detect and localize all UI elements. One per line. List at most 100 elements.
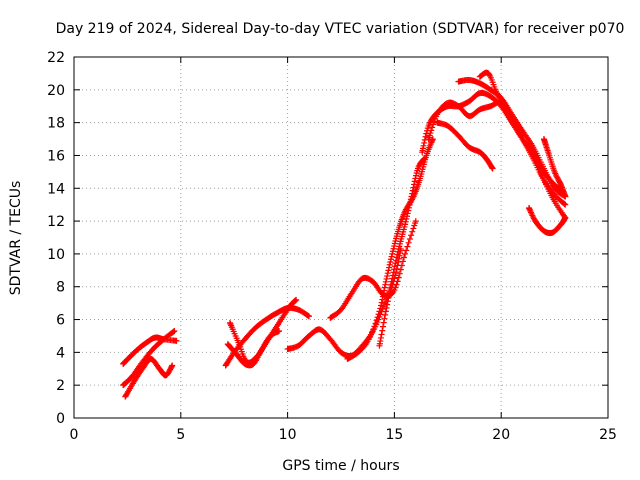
y-tick-label: 18 xyxy=(47,116,65,132)
series-sat-c xyxy=(120,334,180,367)
data-point xyxy=(406,235,413,242)
data-point xyxy=(423,130,430,137)
data-point xyxy=(395,248,402,255)
data-point xyxy=(408,232,415,239)
data-point xyxy=(404,243,411,250)
data-point xyxy=(408,193,415,200)
data-point xyxy=(376,308,383,315)
data-point xyxy=(384,301,391,308)
data-point xyxy=(405,239,412,246)
data-point xyxy=(370,326,377,333)
data-point xyxy=(431,118,438,125)
data-point xyxy=(562,201,569,208)
y-tick-label: 20 xyxy=(47,83,65,99)
data-point xyxy=(395,274,402,281)
data-point xyxy=(401,254,408,261)
x-tick-label: 5 xyxy=(176,427,185,443)
data-point xyxy=(374,314,381,321)
data-point xyxy=(402,218,409,225)
data-point xyxy=(382,311,389,318)
data-point xyxy=(407,199,414,206)
data-point xyxy=(392,260,399,267)
data-point xyxy=(409,190,416,197)
data-point xyxy=(562,214,569,221)
y-axis-label: SDTVAR / TECUs xyxy=(8,181,24,296)
data-point xyxy=(489,165,496,172)
data-point xyxy=(430,121,437,128)
data-point xyxy=(383,304,390,311)
data-point xyxy=(387,285,394,292)
data-point xyxy=(409,187,416,194)
y-tick-label: 8 xyxy=(56,280,65,296)
data-point xyxy=(411,178,418,185)
data-point xyxy=(428,127,435,134)
data-point xyxy=(386,264,393,271)
data-point xyxy=(429,124,436,131)
data-point xyxy=(393,254,400,261)
data-point xyxy=(389,250,396,257)
data-point xyxy=(410,184,417,191)
data-point xyxy=(427,130,434,137)
data-point xyxy=(404,210,411,217)
data-point xyxy=(553,173,560,180)
data-point xyxy=(387,258,394,265)
data-point xyxy=(380,319,387,326)
data-point xyxy=(377,334,384,341)
data-point xyxy=(396,270,403,277)
data-point xyxy=(367,331,374,338)
y-tick-label: 6 xyxy=(56,313,65,329)
data-point xyxy=(382,281,389,288)
x-tick-label: 10 xyxy=(279,427,297,443)
y-tick-label: 2 xyxy=(56,378,65,394)
x-tick-label: 0 xyxy=(70,427,79,443)
data-point xyxy=(372,320,379,327)
data-point xyxy=(386,288,393,295)
y-tick-label: 22 xyxy=(47,50,65,66)
data-point xyxy=(371,323,378,330)
data-point xyxy=(527,208,534,215)
axes: 0 5 10 15 20 25 0 2 4 6 8 10 12 14 16 18 20 22 xyxy=(47,50,617,443)
data-point xyxy=(412,218,419,225)
data-point xyxy=(412,175,419,182)
data-point xyxy=(383,275,390,282)
x-tick-label: 20 xyxy=(492,427,510,443)
data-point xyxy=(395,245,402,252)
data-point xyxy=(276,328,283,335)
data-point xyxy=(369,329,376,336)
data-point xyxy=(391,263,398,270)
data-point xyxy=(411,181,418,188)
data-point xyxy=(386,261,393,268)
data-points xyxy=(120,69,569,400)
data-point xyxy=(384,273,391,280)
data-point xyxy=(422,133,429,140)
data-point xyxy=(405,207,412,214)
data-point xyxy=(394,278,401,285)
data-point xyxy=(384,298,391,305)
y-tick-label: 4 xyxy=(56,345,65,361)
data-point xyxy=(388,253,395,260)
data-point xyxy=(410,225,417,232)
data-point xyxy=(402,221,409,228)
data-point xyxy=(384,270,391,277)
data-point xyxy=(403,247,410,254)
y-tick-label: 14 xyxy=(47,181,65,197)
data-point xyxy=(373,317,380,324)
data-point xyxy=(305,313,312,320)
data-point xyxy=(173,337,180,344)
data-point xyxy=(379,327,386,334)
data-point xyxy=(375,311,382,318)
data-point xyxy=(388,278,395,285)
data-point xyxy=(404,213,411,220)
data-point xyxy=(421,155,428,162)
data-point xyxy=(406,201,413,208)
data-point xyxy=(393,257,400,264)
y-tick-label: 10 xyxy=(47,247,65,263)
data-point xyxy=(385,294,392,301)
data-point xyxy=(378,302,385,309)
data-point xyxy=(394,251,401,258)
data-point xyxy=(421,136,428,143)
data-point xyxy=(409,228,416,235)
data-point xyxy=(379,323,386,330)
data-point xyxy=(387,281,394,288)
